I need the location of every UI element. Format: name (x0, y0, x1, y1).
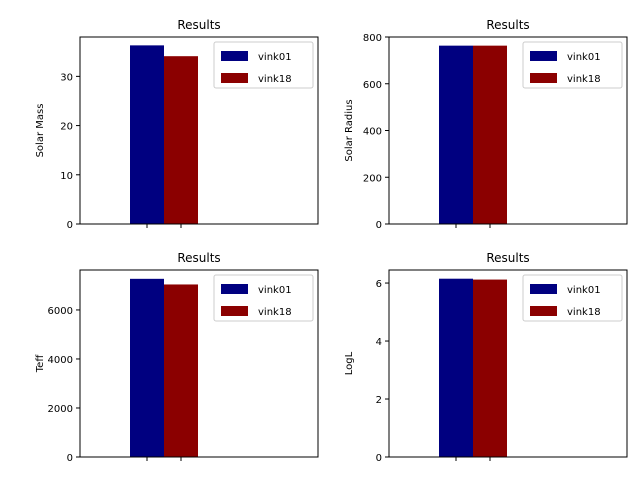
legend-swatch-vink18 (221, 73, 248, 83)
y-tick-label: 0 (67, 453, 73, 464)
subplot-3: 0 2000 4000 6000 Results Teff vink01 vink18 (35, 251, 319, 464)
y-tick-label: 800 (363, 33, 382, 44)
chart-title: Results (177, 18, 220, 32)
y-tick-label: 0 (376, 453, 382, 464)
y-tick-label: 400 (363, 127, 382, 138)
legend-label-vink01: vink01 (567, 52, 601, 63)
legend-swatch-vink01 (530, 51, 557, 61)
legend-label-vink18: vink18 (258, 74, 292, 85)
legend-swatch-vink18 (530, 306, 557, 316)
legend-label-vink01: vink01 (258, 52, 292, 63)
y-tick-label: 600 (363, 80, 382, 91)
legend-swatch-vink01 (530, 284, 557, 294)
bar-vink18 (164, 56, 198, 224)
subplot-4: 0 2 4 6 Results LogL vink01 vink18 (344, 251, 628, 464)
legend: vink01 vink18 (522, 274, 623, 322)
y-tick-label: 6 (376, 279, 382, 290)
y-tick-label: 2000 (48, 404, 73, 415)
legend-label-vink18: vink18 (567, 74, 601, 85)
bar-vink01 (130, 278, 164, 457)
bar-vink01 (439, 278, 473, 457)
y-axis-label: LogL (344, 351, 355, 375)
legend-label-vink18: vink18 (258, 307, 292, 318)
y-tick-label: 200 (363, 173, 382, 184)
bar-vink01 (439, 45, 473, 225)
y-axis-label: Solar Mass (35, 104, 46, 158)
chart-title: Results (486, 251, 529, 265)
axes-frame (79, 269, 319, 458)
legend-swatch-vink18 (530, 73, 557, 83)
legend-swatch-vink01 (221, 284, 248, 294)
y-tick-label: 30 (60, 72, 73, 83)
axes-frame (79, 36, 319, 225)
legend-swatch-vink01 (221, 51, 248, 61)
y-tick-label: 6000 (48, 306, 73, 317)
legend-label-vink01: vink01 (258, 285, 292, 296)
chart-title: Results (177, 251, 220, 265)
bar-vink18 (164, 284, 198, 457)
y-tick-label: 2 (376, 395, 382, 406)
axes-frame (388, 269, 628, 458)
legend: vink01 vink18 (213, 41, 314, 89)
y-axis-label: Teff (35, 354, 46, 374)
legend: vink01 vink18 (522, 41, 623, 89)
y-tick-label: 20 (60, 122, 73, 133)
subplot-1: 0 10 20 30 Results Solar Mass vink01 vink18 (35, 18, 319, 231)
y-tick-label: 10 (60, 171, 73, 182)
legend-label-vink01: vink01 (567, 285, 601, 296)
bar-vink01 (130, 45, 164, 225)
y-tick-label: 4 (376, 337, 382, 348)
chart-title: Results (486, 18, 529, 32)
legend-label-vink18: vink18 (567, 307, 601, 318)
bar-vink18 (473, 279, 507, 457)
legend: vink01 vink18 (213, 274, 314, 322)
y-tick-label: 0 (376, 220, 382, 231)
y-tick-label: 4000 (48, 355, 73, 366)
bar-vink18 (473, 45, 507, 225)
legend-swatch-vink18 (221, 306, 248, 316)
y-tick-label: 0 (67, 220, 73, 231)
y-axis-label: Solar Radius (344, 99, 355, 161)
